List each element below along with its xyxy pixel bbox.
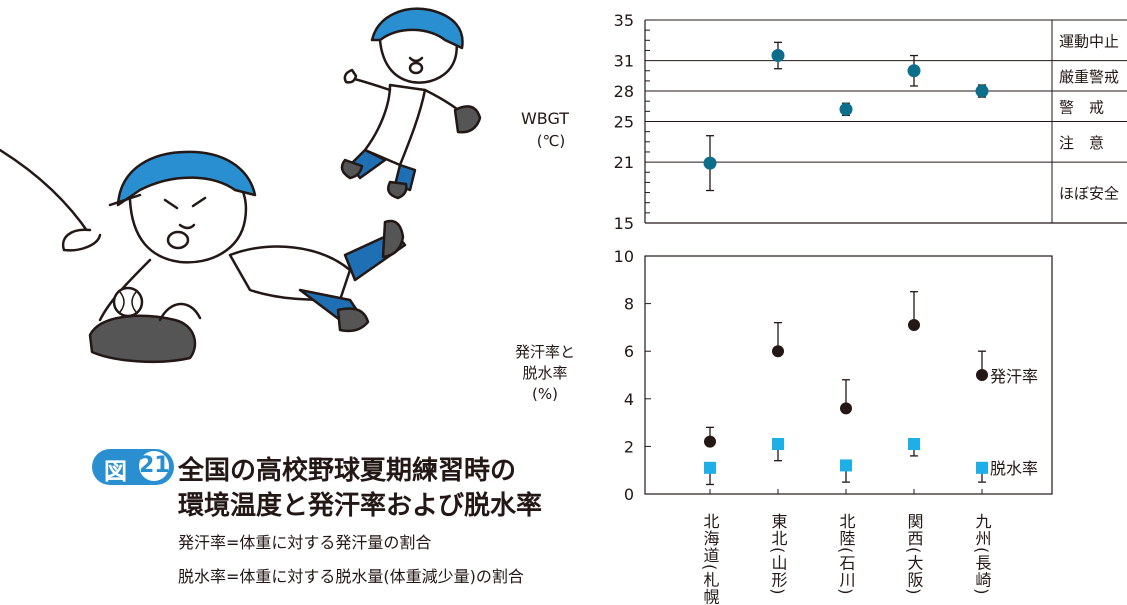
caption-note-line2: 脱水率=体重に対する脱水量(体重減少量)の割合 xyxy=(178,567,524,586)
caption-title-line1: 全国の高校野球夏期練習時の xyxy=(178,456,517,486)
sweat-point xyxy=(840,402,852,415)
wbgt-tick-label: 15 xyxy=(614,214,634,233)
wbgt-tick-label: 28 xyxy=(614,82,634,101)
category-label: 東北(山形) xyxy=(769,513,788,595)
sweat-axis-label: 発汗率と xyxy=(515,343,575,361)
dehydration-point xyxy=(976,461,988,474)
caption-title-line2: 環境温度と発汗率および脱水率 xyxy=(178,491,543,521)
figure-label: 図 xyxy=(104,459,127,485)
sweat-tick-label: 0 xyxy=(624,485,634,504)
category-label: 関西(大阪) xyxy=(905,513,924,595)
dehydration-point xyxy=(772,438,784,451)
wbgt-axis-unit: (℃) xyxy=(537,132,566,150)
wbgt-axis-label: WBGT xyxy=(521,109,569,128)
wbgt-point xyxy=(771,49,785,63)
sweat-tick-label: 10 xyxy=(614,247,634,266)
sweat-point xyxy=(704,435,716,448)
sweat-tick-label: 8 xyxy=(624,295,634,314)
figure-badge: 図 21 xyxy=(92,449,174,485)
sweat-plot-frame xyxy=(644,255,1053,495)
wbgt-tick-label: 35 xyxy=(614,11,634,30)
wbgt-zone-label: ほぼ安全 xyxy=(1059,185,1119,203)
wbgt-tick-label: 21 xyxy=(614,153,634,172)
sweat-axis-label: 脱水率 xyxy=(522,364,567,382)
sweat-point xyxy=(976,369,988,381)
baseball-players-illustration xyxy=(0,7,482,364)
dehydration-series-label: 脱水率 xyxy=(990,459,1038,478)
figure-number: 21 xyxy=(139,451,170,481)
category-label: 北陸(石川) xyxy=(837,513,856,595)
wbgt-point xyxy=(907,64,921,78)
category-label: 九州(長崎) xyxy=(973,513,992,595)
dehydration-point xyxy=(908,438,920,451)
sweat-tick-label: 2 xyxy=(624,437,634,456)
wbgt-tick-label: 25 xyxy=(614,113,634,132)
wbgt-point xyxy=(839,102,853,116)
wbgt-zone-label: 注 意 xyxy=(1059,134,1104,152)
wbgt-zone-label: 警 戒 xyxy=(1059,98,1104,116)
wbgt-point xyxy=(703,156,717,170)
sweat-axis-label: (%) xyxy=(532,385,558,403)
caption-note-line1: 発汗率=体重に対する発汗量の割合 xyxy=(178,533,432,552)
sweat-series-label: 発汗率 xyxy=(990,367,1038,386)
sweat-point xyxy=(772,345,784,358)
wbgt-zone-label: 厳重警戒 xyxy=(1059,68,1119,86)
sweat-tick-label: 4 xyxy=(624,390,634,409)
dehydration-point xyxy=(840,459,852,472)
sweat-point xyxy=(908,319,920,332)
sweat-tick-label: 6 xyxy=(624,342,634,361)
wbgt-point xyxy=(975,84,989,98)
wbgt-tick-label: 31 xyxy=(614,52,634,71)
category-label: 北海道(札幌) xyxy=(701,513,720,605)
dehydration-point xyxy=(704,461,716,474)
wbgt-zone-label: 運動中止 xyxy=(1059,32,1119,50)
